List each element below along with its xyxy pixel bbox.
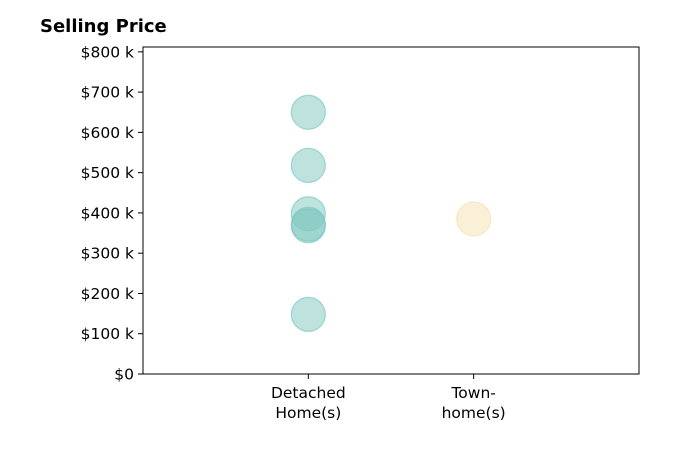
y-tick-label: $600 k: [81, 124, 134, 142]
data-point: [290, 208, 326, 244]
chart-title: Selling Price: [40, 16, 167, 37]
y-tick-label: $400 k: [81, 204, 134, 222]
data-point: [290, 296, 326, 332]
y-tick-label: $500 k: [81, 164, 134, 182]
y-tick-label: $100 k: [81, 325, 134, 343]
x-tick-label: home(s): [442, 404, 506, 422]
data-point: [456, 201, 492, 237]
y-tick-label: $200 k: [81, 285, 134, 303]
data-point: [290, 147, 326, 183]
y-axis: $0 $100 k $200 k $300 k $400 k $500 k $600 k $7…: [81, 43, 143, 384]
data-points: [290, 94, 492, 332]
y-tick-label: $700 k: [81, 84, 134, 102]
y-tick-label: $800 k: [81, 43, 134, 61]
plot-area-frame: [142, 46, 640, 375]
y-tick-label: $300 k: [81, 245, 134, 263]
x-tick-label: Detached: [271, 384, 346, 402]
x-tick-label: Town-: [450, 384, 495, 402]
data-point: [290, 94, 326, 130]
x-tick-label: Home(s): [275, 404, 341, 422]
x-axis: Detached Home(s) Town-home(s): [271, 374, 506, 422]
y-tick-label: $0: [114, 366, 134, 384]
